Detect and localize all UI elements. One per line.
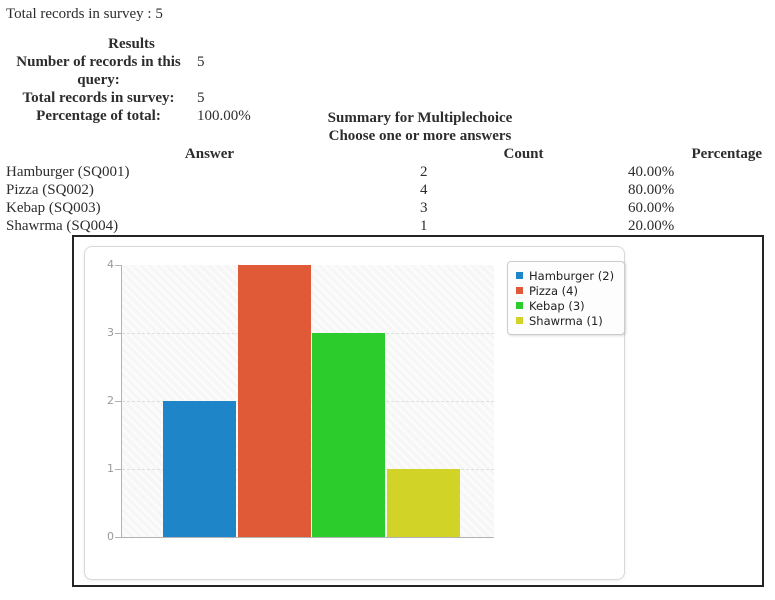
- legend-item: Shawrma (1): [516, 313, 614, 328]
- column-header-answer: Answer: [184, 146, 235, 162]
- y-tick-mark-0: [115, 537, 122, 538]
- y-tick-label-2: 2: [107, 394, 114, 407]
- legend-marker-icon: [516, 272, 523, 279]
- results-title: Results: [108, 36, 155, 52]
- answers-table: Answer Count Percentage Hamburger (SQ001…: [0, 145, 775, 235]
- legend-item: Kebap (3): [516, 298, 614, 313]
- results-row-value: 5: [197, 90, 205, 106]
- y-tick-label-4: 4: [107, 258, 114, 271]
- legend-marker-icon: [516, 302, 523, 309]
- y-tick-label-3: 3: [107, 326, 114, 339]
- bar-hamburger: [163, 401, 236, 537]
- summary-subtitle: Choose one or more answers: [328, 128, 512, 144]
- results-row-label: Total records in survey:: [22, 90, 175, 106]
- chart-legend: Hamburger (2) Pizza (4) Kebap (3) Shawrma (…: [507, 261, 626, 335]
- total-records-note: Total records in survey : 5: [6, 6, 163, 22]
- percentage-cell: 80.00%: [628, 182, 675, 198]
- count-cell: 2: [420, 164, 428, 180]
- answer-cell: Hamburger (SQ001): [6, 164, 130, 180]
- answer-cell: Shawrma (SQ004): [6, 218, 119, 234]
- percentage-cell: 40.00%: [628, 164, 675, 180]
- legend-item: Pizza (4): [516, 283, 614, 298]
- count-cell: 4: [420, 182, 428, 198]
- bar-kebap: [312, 333, 386, 537]
- y-tick-label-0: 0: [107, 530, 114, 543]
- legend-label: Hamburger (2): [529, 268, 615, 283]
- column-header-count: Count: [503, 146, 544, 162]
- legend-label: Pizza (4): [529, 283, 578, 298]
- bar-pizza: [237, 265, 311, 537]
- y-tick-mark-1: [115, 469, 122, 470]
- legend-item: Hamburger (2): [516, 268, 614, 283]
- percentage-cell: 60.00%: [628, 200, 675, 216]
- count-cell: 3: [420, 200, 428, 216]
- plot-area: 0 1 2 3 4: [107, 258, 494, 543]
- legend-label: Kebap (3): [529, 298, 585, 313]
- answer-cell: Pizza (SQ002): [6, 182, 94, 198]
- y-tick-mark-3: [115, 333, 122, 334]
- answer-cell: Kebap (SQ003): [6, 200, 101, 216]
- results-row-value: 5: [197, 54, 205, 70]
- legend-marker-icon: [516, 317, 523, 324]
- results-row-value: 100.00%: [197, 108, 251, 124]
- count-cell: 1: [420, 218, 428, 234]
- legend-label: Shawrma (1): [529, 313, 603, 328]
- column-header-percentage: Percentage: [691, 146, 762, 162]
- results-row-label: Number of records in this query:: [16, 54, 181, 88]
- y-tick-label-1: 1: [107, 462, 114, 475]
- summary-title: Summary for Multiplechoice: [327, 110, 513, 126]
- y-tick-mark-2: [115, 401, 122, 402]
- results-summary-table: Results Number of records in this query:…: [0, 35, 263, 125]
- percentage-cell: 20.00%: [628, 218, 675, 234]
- question-summary-heading: Summary for Multiplechoice Choose one or…: [65, 109, 775, 145]
- bar-shawrma: [386, 469, 460, 537]
- chart-container: 0 1 2 3 4 Hamburger (2) Pizza (4) Kebap (3) Sha…: [72, 235, 764, 587]
- legend-marker-icon: [516, 287, 523, 294]
- results-row-label: Percentage of total:: [36, 108, 161, 124]
- y-tick-mark-4: [115, 265, 122, 266]
